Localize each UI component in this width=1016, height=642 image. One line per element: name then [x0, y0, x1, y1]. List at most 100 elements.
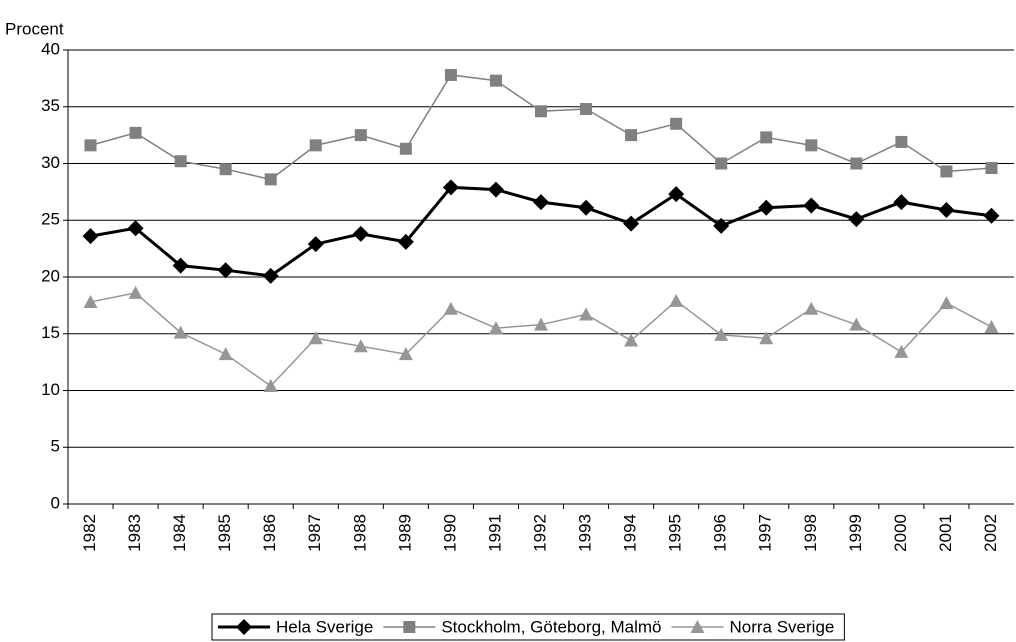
marker — [893, 194, 910, 211]
marker — [352, 225, 369, 242]
marker — [758, 199, 775, 216]
x-tick-label: 1985 — [215, 514, 234, 552]
series-line — [90, 292, 992, 387]
x-tick-label: 1999 — [846, 514, 865, 552]
x-tick-label: 1986 — [260, 514, 279, 552]
marker — [219, 163, 232, 176]
x-tick-label: 1989 — [395, 514, 414, 552]
x-tick-label: 1996 — [711, 514, 730, 552]
marker — [173, 325, 188, 339]
legend: Hela Sverige Stockholm, Göteborg, Malmö No… — [211, 613, 845, 641]
legend-box — [211, 613, 845, 641]
marker — [488, 321, 503, 335]
marker — [848, 211, 865, 228]
marker — [174, 155, 187, 168]
x-tick-label: 1984 — [170, 514, 189, 552]
x-tick-label: 1995 — [666, 514, 685, 552]
y-tick-label: 0 — [51, 493, 60, 512]
marker — [983, 207, 1000, 224]
marker — [308, 331, 323, 345]
marker — [533, 194, 549, 211]
y-tick-label: 40 — [41, 39, 60, 58]
marker — [578, 199, 595, 216]
y-tick-label: 5 — [51, 437, 60, 456]
marker — [805, 139, 818, 152]
marker — [939, 296, 954, 310]
marker — [487, 181, 504, 198]
marker — [803, 197, 820, 214]
marker — [128, 285, 143, 299]
marker — [403, 621, 416, 633]
marker — [354, 129, 367, 142]
marker — [804, 301, 819, 315]
marker — [669, 293, 684, 307]
marker — [534, 317, 548, 331]
x-tick-label: 1992 — [530, 514, 549, 552]
marker — [579, 307, 594, 321]
x-tick-label: 2001 — [936, 514, 955, 552]
marker — [938, 202, 955, 219]
marker — [82, 228, 99, 245]
marker — [264, 173, 277, 186]
marker — [236, 619, 252, 635]
marker — [398, 347, 413, 361]
x-tick-label: 1983 — [125, 514, 144, 552]
marker — [489, 74, 502, 87]
marker — [894, 344, 909, 358]
y-tick-label: 35 — [41, 96, 60, 115]
marker — [442, 179, 459, 196]
marker — [580, 103, 593, 116]
legend-label: Norra Sverige — [729, 617, 834, 636]
marker — [625, 129, 638, 142]
marker — [760, 131, 773, 144]
marker — [444, 68, 457, 81]
marker — [985, 162, 998, 175]
y-tick-label: 25 — [41, 210, 60, 229]
marker — [129, 126, 142, 139]
marker — [714, 327, 729, 341]
y-tick-label: 10 — [41, 380, 60, 399]
x-tick-label: 1982 — [80, 514, 99, 552]
marker — [670, 117, 683, 130]
marker — [715, 157, 728, 170]
x-tick-label: 1994 — [621, 514, 640, 552]
marker — [535, 105, 547, 118]
x-tick-label: 1990 — [440, 514, 459, 552]
x-tick-label: 2000 — [891, 514, 910, 552]
x-tick-label: 1987 — [305, 514, 324, 552]
marker — [895, 135, 908, 148]
marker — [307, 236, 324, 253]
marker — [83, 294, 98, 308]
y-tick-label: 20 — [41, 266, 60, 285]
marker — [443, 301, 458, 315]
marker — [713, 217, 730, 234]
marker — [262, 267, 279, 284]
x-tick-label: 1988 — [350, 514, 369, 552]
x-tick-label: 1991 — [485, 514, 504, 552]
x-tick-label: 1998 — [801, 514, 820, 552]
marker — [690, 620, 705, 633]
y-tick-label: 30 — [41, 153, 60, 172]
marker — [217, 262, 234, 279]
marker — [984, 319, 999, 333]
x-tick-label: 2002 — [981, 514, 1000, 552]
legend-label: Hela Sverige — [276, 617, 373, 636]
marker — [624, 333, 639, 347]
marker — [309, 139, 322, 152]
y-tick-label: 15 — [41, 323, 60, 342]
marker — [850, 157, 863, 170]
x-tick-label: 1997 — [756, 514, 775, 552]
marker — [668, 186, 685, 203]
legend-label: Stockholm, Göteborg, Malmö — [441, 617, 661, 636]
marker — [218, 347, 233, 361]
y-axis-label: Procent — [5, 19, 64, 38]
marker — [849, 317, 864, 331]
marker — [399, 142, 412, 155]
marker — [397, 233, 414, 250]
marker — [623, 215, 640, 232]
marker — [84, 139, 97, 152]
x-tick-label: 1993 — [576, 514, 595, 552]
marker — [940, 165, 953, 178]
marker — [172, 257, 189, 274]
